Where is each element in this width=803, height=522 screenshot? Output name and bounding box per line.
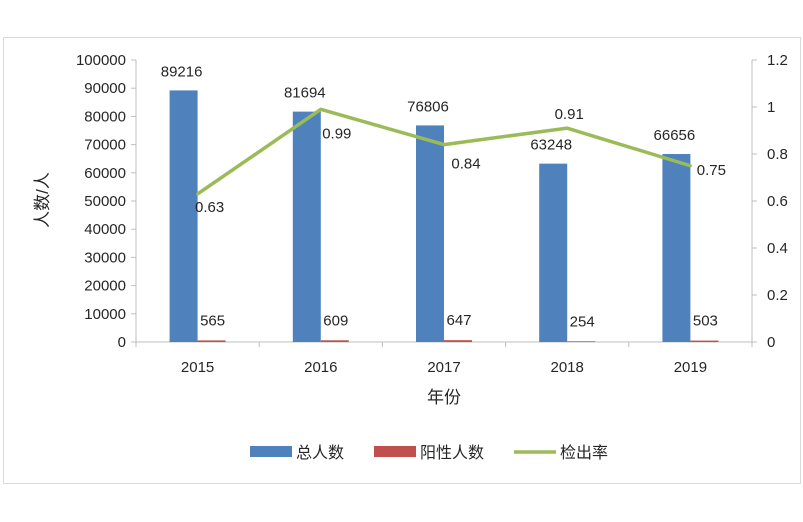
x-tick-label: 2018 bbox=[551, 359, 584, 376]
y2-tick-label: 0.8 bbox=[767, 146, 788, 163]
y-tick-label: 90000 bbox=[84, 80, 126, 97]
y2-tick-label: 0.4 bbox=[767, 240, 788, 257]
y2-tick-label: 1.2 bbox=[767, 52, 788, 69]
bar-data-label: 89216 bbox=[161, 63, 203, 80]
legend-swatch bbox=[374, 446, 416, 457]
x-axis-title: 年份 bbox=[427, 388, 461, 407]
data-labels: 89216 81694 76806 63248 66656 565 609 647 254 503… bbox=[161, 63, 726, 330]
bar bbox=[292, 111, 321, 342]
line-data-label: 0.84 bbox=[451, 156, 480, 173]
y2-tick-label: 0.2 bbox=[767, 287, 788, 304]
line-point bbox=[688, 164, 692, 168]
bar-data-label: 81694 bbox=[284, 85, 326, 102]
line-point bbox=[565, 126, 569, 130]
legend: 总人数 阳性人数 检出率 bbox=[250, 444, 608, 462]
legend-label: 总人数 bbox=[296, 444, 344, 462]
axes: 0 10000 20000 30000 40000 50000 60000 70000 8000… bbox=[76, 52, 788, 376]
y2-tick-label: 0.6 bbox=[767, 193, 788, 210]
y2-tick-label: 0 bbox=[767, 334, 775, 351]
bar bbox=[197, 340, 226, 342]
bar bbox=[444, 340, 472, 342]
bar-data-label: 565 bbox=[200, 312, 225, 329]
bar bbox=[416, 125, 444, 343]
bars bbox=[169, 90, 719, 343]
bar-data-label: 66656 bbox=[654, 127, 696, 144]
line-point bbox=[319, 107, 323, 111]
y-tick-label: 40000 bbox=[84, 221, 126, 238]
y-tick-label: 70000 bbox=[84, 137, 126, 154]
bar bbox=[690, 340, 719, 342]
bar bbox=[539, 163, 568, 342]
y-tick-label: 80000 bbox=[84, 108, 126, 125]
line-series bbox=[196, 107, 692, 196]
x-tick-label: 2015 bbox=[181, 359, 214, 376]
line-data-label: 0.63 bbox=[195, 199, 224, 216]
bar bbox=[320, 340, 349, 342]
legend-label: 检出率 bbox=[560, 444, 608, 462]
legend-label: 阳性人数 bbox=[420, 444, 484, 462]
bar-data-label: 609 bbox=[323, 312, 348, 329]
line-point bbox=[196, 192, 200, 196]
y-tick-label: 0 bbox=[118, 334, 126, 351]
line-point bbox=[442, 143, 446, 147]
bar-data-label: 254 bbox=[570, 313, 595, 330]
bar-data-label: 647 bbox=[446, 312, 471, 329]
bar bbox=[662, 154, 691, 342]
line-data-label: 0.75 bbox=[697, 162, 726, 179]
y-tick-label: 20000 bbox=[84, 278, 126, 295]
y-tick-label: 50000 bbox=[84, 193, 126, 210]
bar-data-label: 76806 bbox=[407, 98, 449, 115]
bar bbox=[567, 341, 596, 342]
y-tick-label: 60000 bbox=[84, 165, 126, 182]
x-tick-label: 2017 bbox=[427, 359, 460, 376]
bar bbox=[169, 90, 198, 342]
y-axis-title: 人数/人 bbox=[33, 172, 52, 228]
y-tick-label: 100000 bbox=[76, 52, 126, 69]
y2-tick-label: 1 bbox=[767, 99, 775, 116]
x-tick-label: 2016 bbox=[304, 359, 337, 376]
bar-data-label: 503 bbox=[693, 313, 718, 330]
y-tick-label: 30000 bbox=[84, 249, 126, 266]
bar-data-label: 63248 bbox=[530, 137, 572, 154]
x-tick-label: 2019 bbox=[674, 359, 707, 376]
line-data-label: 0.91 bbox=[555, 106, 584, 123]
y-tick-label: 10000 bbox=[84, 306, 126, 323]
legend-swatch bbox=[250, 446, 292, 457]
line-data-label: 0.99 bbox=[322, 125, 351, 142]
